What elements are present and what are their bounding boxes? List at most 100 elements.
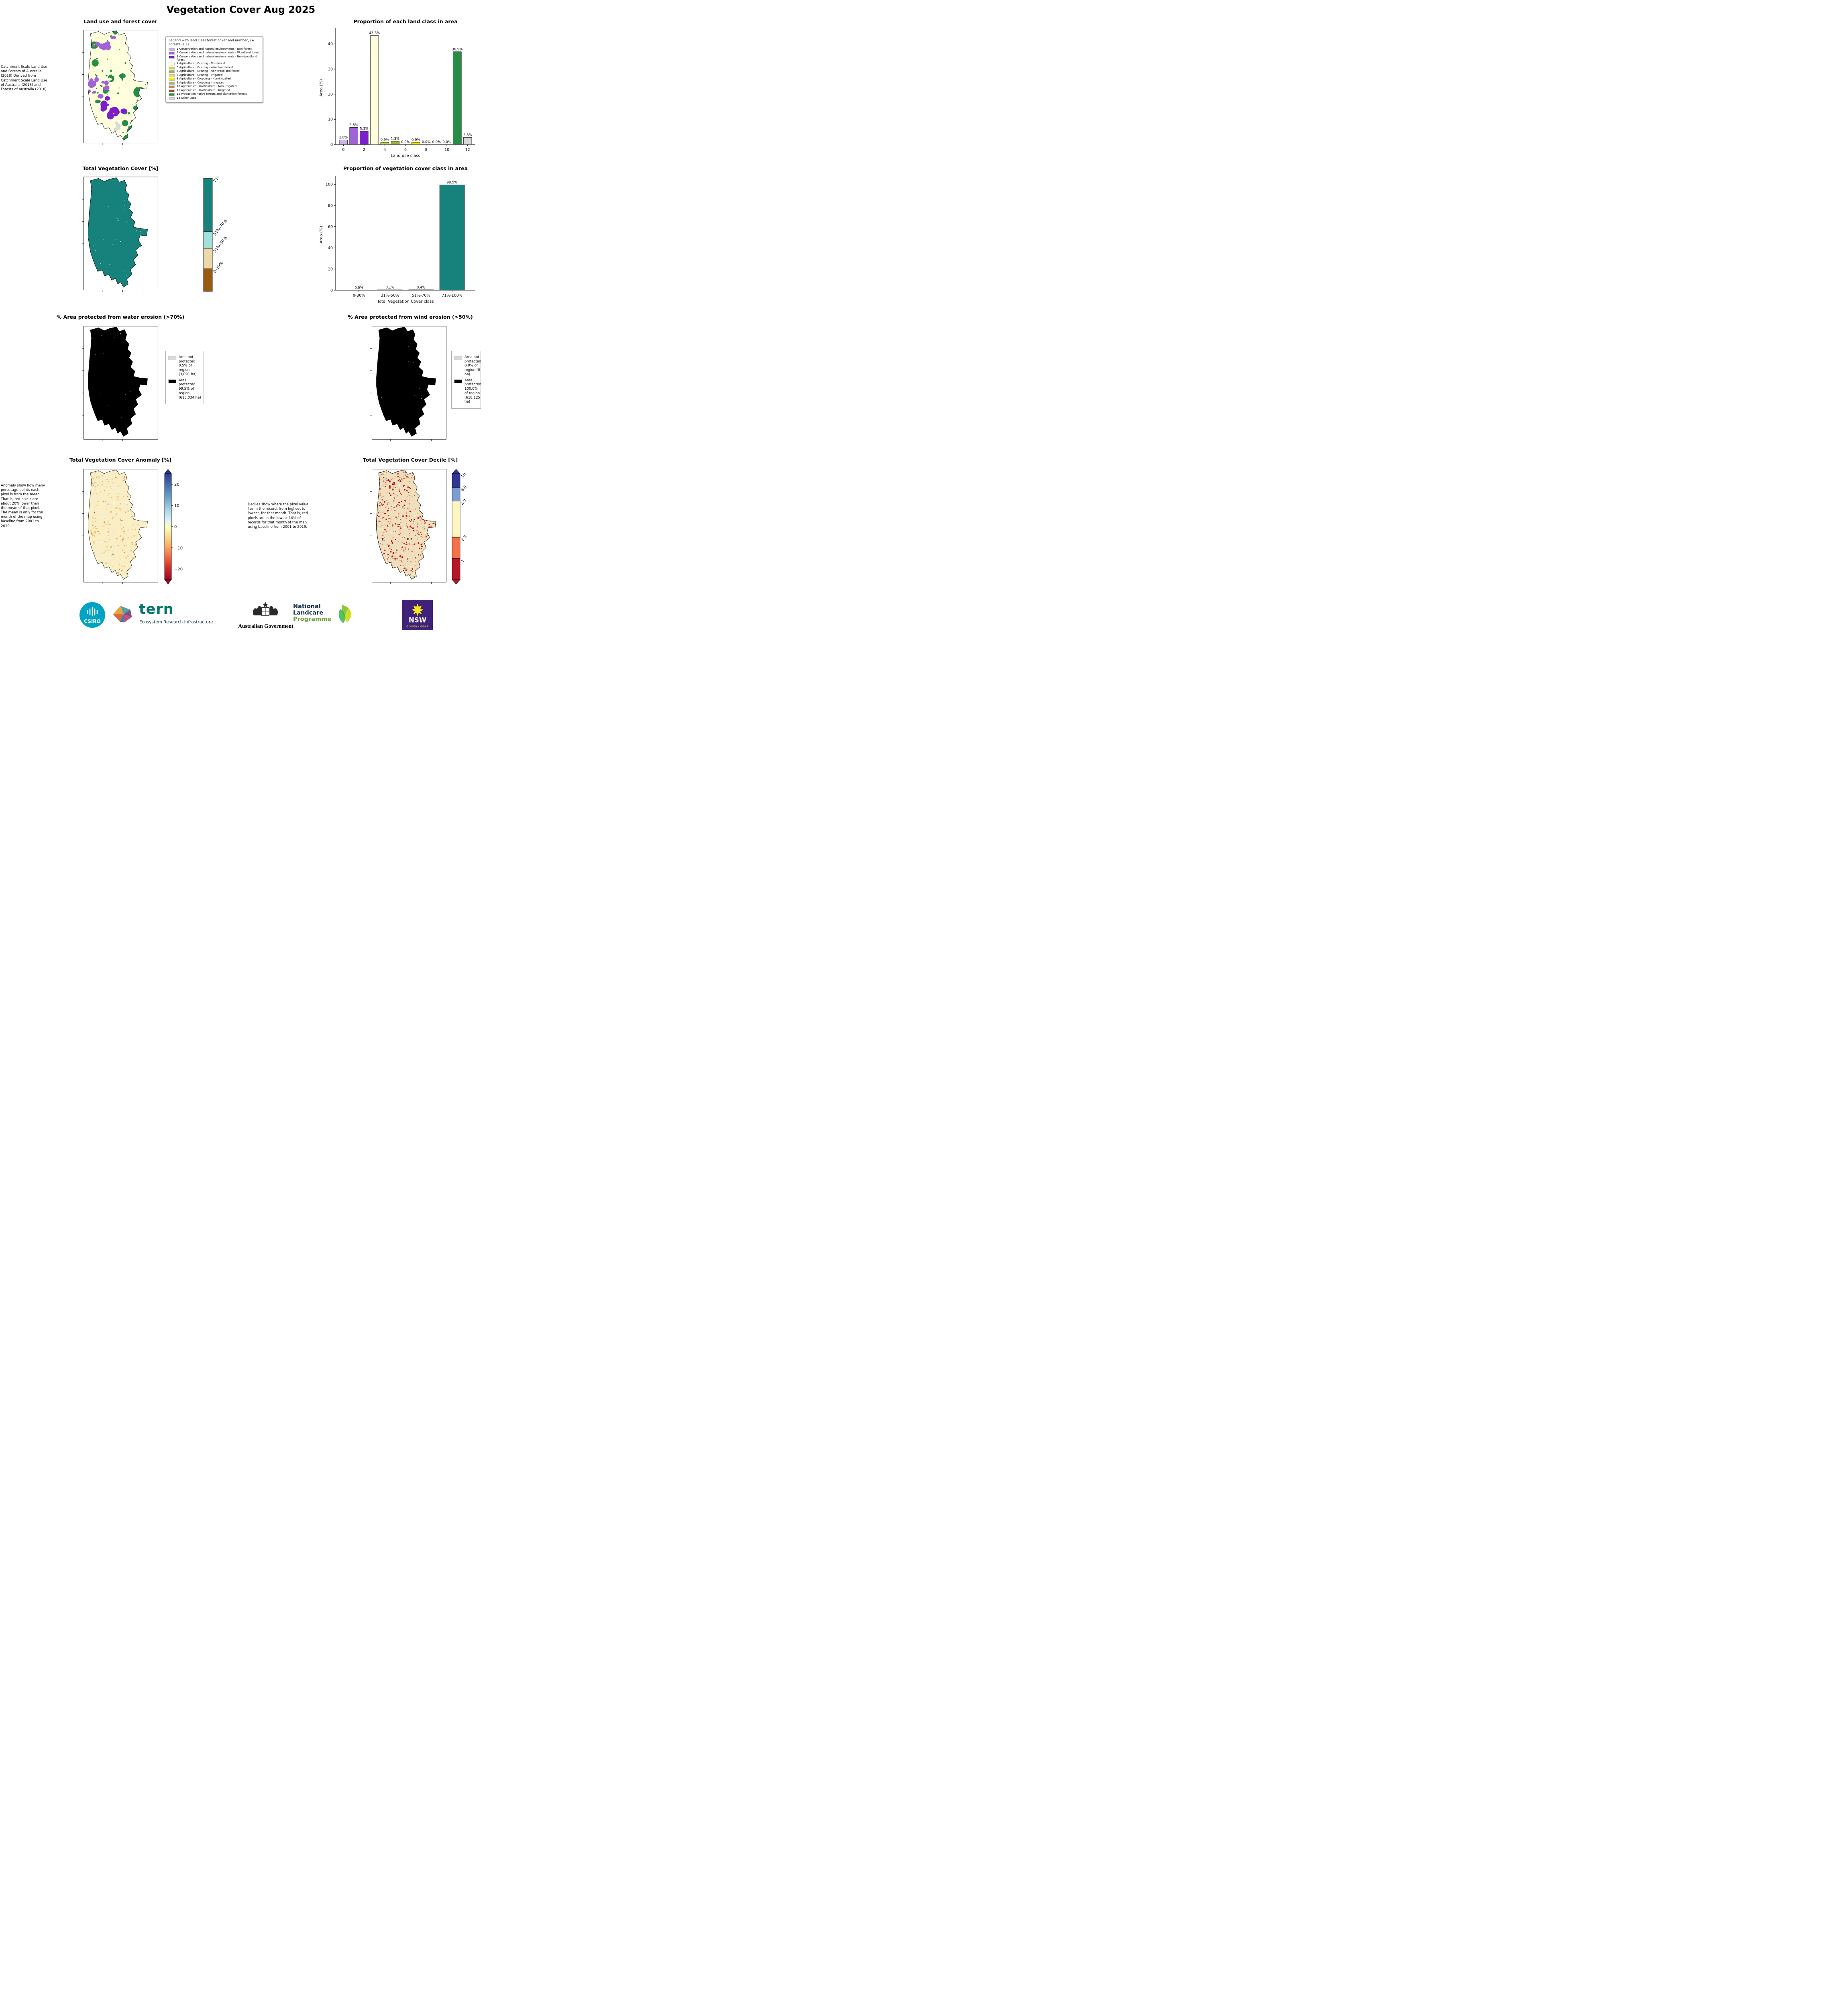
svg-text:80: 80 <box>328 204 333 208</box>
legend-item: 5 Agriculture - Grazing - Woodland fores… <box>169 66 260 69</box>
svg-text:0: 0 <box>330 288 333 293</box>
legend-swatch <box>169 48 175 51</box>
landcare-line-3: Programme <box>293 616 332 623</box>
landcare-leaves-icon <box>338 605 351 623</box>
decile-colorbar: 10 8-9 4-7 2-3 1 <box>452 469 468 584</box>
legend-label: 7 Agriculture - Grazing - Irrigated <box>177 73 223 77</box>
legend-swatch <box>168 356 176 360</box>
legend-label: Area protected 100.0% of region (618,125… <box>465 378 481 404</box>
legend-item: 12 Production native forests and plantat… <box>169 92 260 96</box>
svg-text:0: 0 <box>342 148 344 152</box>
legend-swatch <box>454 379 462 383</box>
decile-side-note: Deciles show where the pixel value lies … <box>248 503 309 529</box>
legend-label: 11 Agriculture - Horticulture - Irrigate… <box>177 88 230 92</box>
legend-label: 5 Agriculture - Grazing - Woodland fores… <box>177 65 234 69</box>
anomaly-colorbar: 20 10 0 −10 −20 <box>164 469 183 584</box>
svg-text:8: 8 <box>425 148 428 152</box>
svg-text:8-9: 8-9 <box>460 484 468 493</box>
anomaly-map-title: Total Vegetation Cover Anomaly [%] <box>69 457 172 463</box>
svg-text:5.3%: 5.3% <box>360 127 369 131</box>
svg-text:100: 100 <box>326 183 333 187</box>
svg-text:71%-100%: 71%-100% <box>442 293 463 298</box>
svg-text:0.9%: 0.9% <box>412 138 420 142</box>
legend-swatch <box>169 66 175 69</box>
landcare-line-2: Landcare <box>293 609 324 616</box>
legend-item: 13 Other uses <box>169 96 260 100</box>
svg-text:0.0%: 0.0% <box>432 140 441 145</box>
csiro-logo: CSIRO <box>79 602 105 628</box>
decile-map <box>370 469 446 584</box>
landuse-legend-title: Legend with land class forest cover and … <box>169 38 255 46</box>
vegclass-bar-chart: 0 20 40 60 80 100 Area (%) 0.0% 0.1% 0.4% 99.5% 0-3… <box>319 176 475 304</box>
legend-item: Area not protected 0.5% of region (3,091… <box>168 355 201 377</box>
legend-label: Area not protected 0.5% of region (3,091… <box>179 355 197 377</box>
svg-text:4-7: 4-7 <box>460 499 468 507</box>
svg-text:0.4%: 0.4% <box>417 285 426 289</box>
legend-label: 3 Conservation and natural environments … <box>177 55 257 61</box>
svg-text:31%-50%: 31%-50% <box>213 236 228 254</box>
vegcover-colorbar: 71%-100% 51%-70%31%-50% 0-30% <box>203 177 230 292</box>
svg-text:60: 60 <box>328 225 333 229</box>
svg-text:−10: −10 <box>174 546 183 550</box>
nsw-government-label: GOVERNMENT <box>406 625 429 628</box>
svg-text:0.0%: 0.0% <box>355 286 363 290</box>
report-page: Vegetation Cover Aug 2025 Land use and f… <box>0 0 482 632</box>
australian-government-label: Australian Government <box>238 623 293 629</box>
svg-text:36.9%: 36.9% <box>452 47 463 51</box>
legend-swatch <box>169 52 175 55</box>
landuse-map-title: Land use and forest cover <box>84 18 157 24</box>
legend-label: 1 Conservation and natural environments … <box>177 47 252 51</box>
landuse-legend: Legend with land class forest cover and … <box>165 36 263 103</box>
legend-item: 8 Agriculture - Cropping - Non-irrigated <box>169 77 260 81</box>
wind-erosion-map <box>370 326 446 442</box>
svg-text:1: 1 <box>460 559 466 564</box>
water-erosion-map <box>81 326 158 442</box>
svg-text:12: 12 <box>465 148 470 152</box>
water-erosion-legend-items: Area not protected 0.5% of region (3,091… <box>168 355 201 400</box>
landcare-line-1: National <box>293 603 321 610</box>
svg-text:Area (%): Area (%) <box>319 79 324 97</box>
svg-text:6: 6 <box>404 148 407 152</box>
svg-text:51%-70%: 51%-70% <box>213 219 228 237</box>
vegclass-chart-title: Proportion of vegetation cover class in … <box>343 165 468 171</box>
svg-text:10: 10 <box>174 504 179 508</box>
svg-text:0.1%: 0.1% <box>385 286 394 290</box>
svg-text:4: 4 <box>383 148 386 152</box>
legend-swatch <box>169 70 175 73</box>
svg-text:Total Vegetation Cover class: Total Vegetation Cover class <box>377 299 434 304</box>
svg-text:0-30%: 0-30% <box>213 261 224 274</box>
legend-swatch <box>169 63 175 66</box>
legend-item: Area protected 100.0% of region (618,125… <box>454 378 481 404</box>
legend-swatch <box>169 81 175 85</box>
legend-label: 9 Agriculture - Cropping - Irrigated <box>177 81 224 84</box>
tern-subtitle: Ecosystem Research Infrastructure <box>139 620 213 625</box>
legend-item: 6 Agriculture - Grazing - Non-woodland f… <box>169 69 260 73</box>
landuse-side-note: Catchment Scale Land Use and Forests of … <box>1 65 47 92</box>
nsw-government-logo: NSW GOVERNMENT <box>402 600 433 630</box>
svg-text:99.5%: 99.5% <box>446 181 457 185</box>
legend-swatch <box>169 78 175 81</box>
tern-mark-icon <box>113 606 132 623</box>
wind-erosion-legend-items: Area not protected 0.0% of region (0 ha)… <box>454 355 481 404</box>
svg-text:51%-70%: 51%-70% <box>412 293 430 298</box>
waratah-icon <box>412 603 424 616</box>
csiro-wordmark: CSIRO <box>84 619 101 624</box>
svg-text:10: 10 <box>460 472 467 479</box>
legend-label: 8 Agriculture - Cropping - Non-irrigated <box>177 77 231 81</box>
legend-item: Area protected 99.5% of region (615,034 … <box>168 379 201 400</box>
landuse-map <box>81 30 158 145</box>
legend-label: Area protected 99.5% of region (615,034 … <box>179 378 201 400</box>
legend-item: 9 Agriculture - Cropping - Irrigated <box>169 81 260 85</box>
svg-text:0.0%: 0.0% <box>422 140 431 145</box>
svg-text:10: 10 <box>328 118 333 122</box>
svg-text:2.8%: 2.8% <box>463 133 472 137</box>
legend-label: Area not protected 0.0% of region (0 ha) <box>465 355 481 377</box>
svg-text:30: 30 <box>328 67 333 71</box>
svg-text:0.0%: 0.0% <box>401 140 410 145</box>
svg-text:20: 20 <box>328 92 333 97</box>
legend-label: 2 Conservation and natural environments … <box>177 51 260 55</box>
legend-swatch <box>454 356 462 360</box>
legend-swatch <box>169 97 175 100</box>
legend-swatch <box>169 89 175 92</box>
tern-wordmark: tern <box>139 601 174 617</box>
